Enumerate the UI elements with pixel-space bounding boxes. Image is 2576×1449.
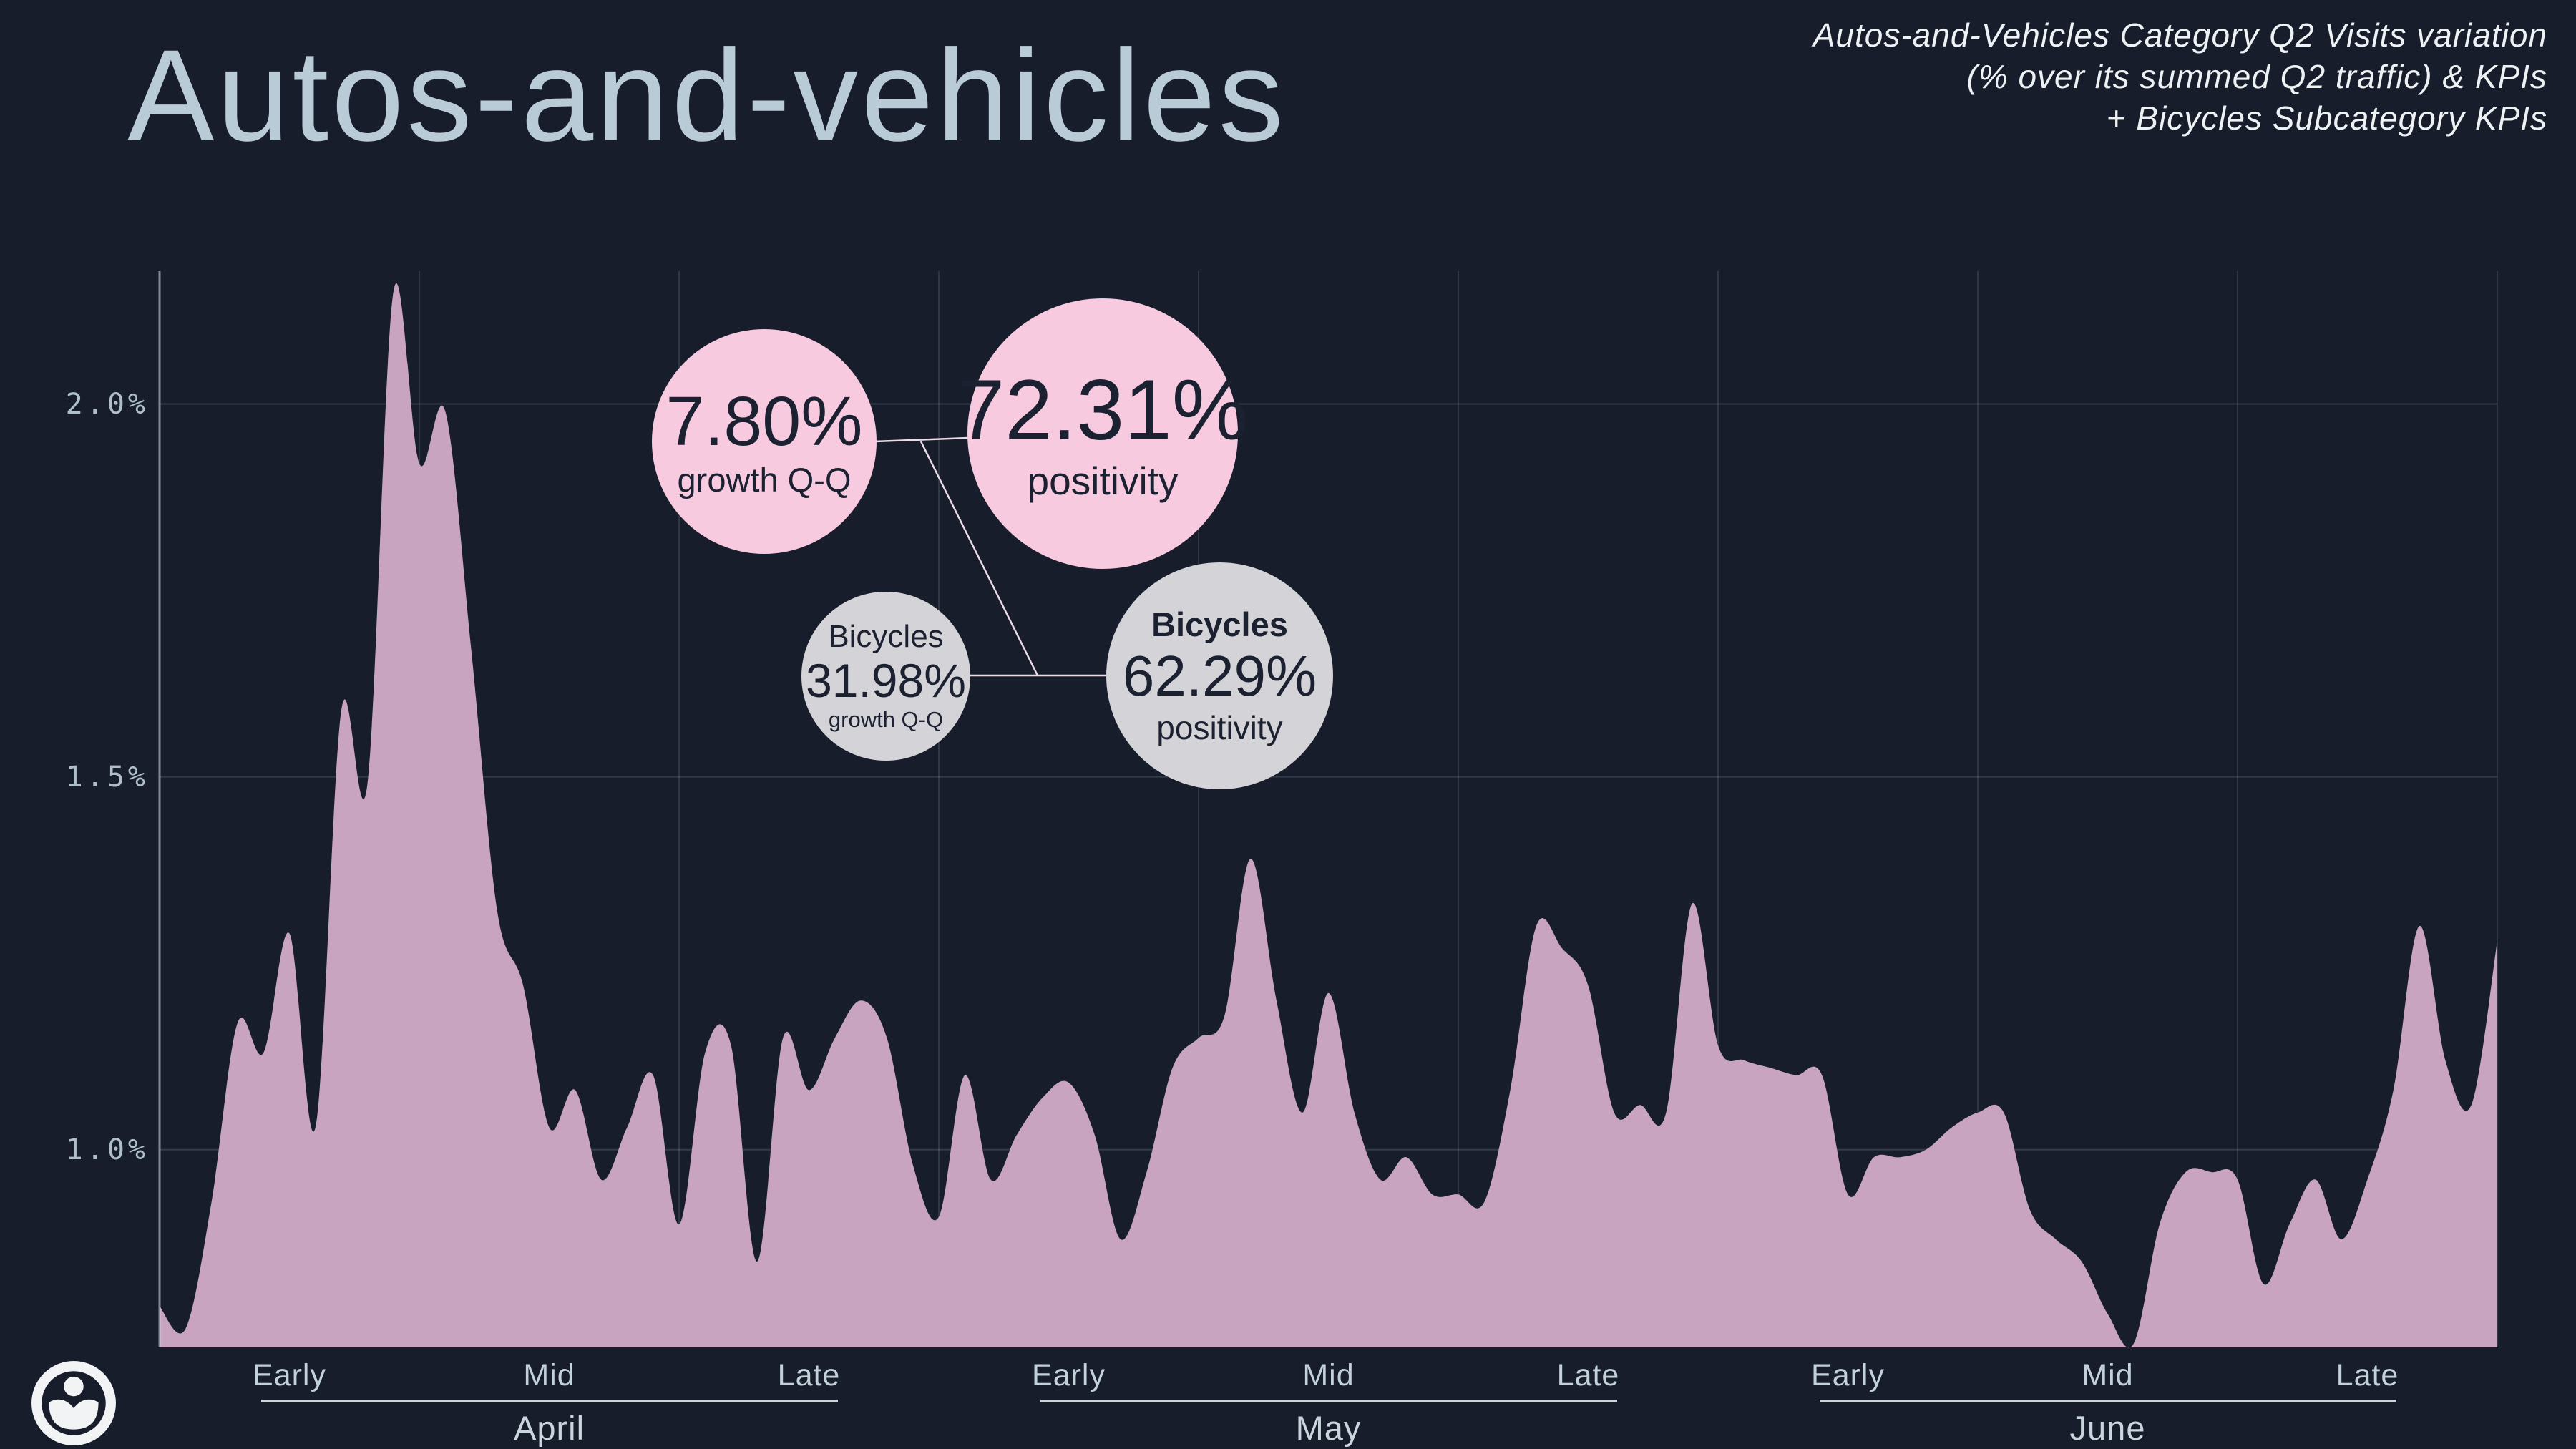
logo-dot-icon [64,1376,84,1397]
brand-logo [31,1361,116,1445]
kpi-bicycles-positivity-label: positivity [1156,709,1283,747]
subtitle-line-3: + Bicycles Subcategory KPIs [2106,99,2547,137]
kpi-category-positivity-bubble: 72.31% positivity [957,298,1249,569]
kpi-bicycles-growth-name: Bicycles [828,618,944,654]
x-tick-label-mid: Mid [1302,1358,1355,1392]
x-tick-label-early: Early [253,1358,326,1392]
kpi-bicycles-positivity-name: Bicycles [1151,605,1288,643]
month-label-april: April [513,1409,585,1447]
kpi-category-growth-value: 7.80% [665,382,863,461]
x-tick-label-late: Late [2336,1358,2399,1392]
kpi-bicycles-growth-label: growth Q-Q [828,707,944,733]
x-tick-label-early: Early [1032,1358,1106,1392]
subtitle-line-2: (% over its summed Q2 traffic) & KPIs [1966,58,2547,95]
x-tick-label-mid: Mid [2082,1358,2134,1392]
y-tick-label: 1.5% [65,760,149,794]
page-title: Autos-and-vehicles [127,22,1287,168]
kpi-bicycles-positivity-value: 62.29% [1122,644,1317,708]
kpi-bicycles-positivity-bubble: Bicycles 62.29% positivity [1106,562,1333,789]
kpi-category-positivity-label: positivity [1027,459,1179,504]
kpi-bicycles-growth-bubble: Bicycles 31.98% growth Q-Q [801,592,970,761]
kpi-category-positivity-value: 72.31% [957,362,1249,459]
traffic-area-series[interactable] [160,283,2497,1348]
kpi-connector-line [874,436,969,443]
kpi-connector-line [919,441,1039,676]
month-underline [260,1400,838,1402]
month-underline [1040,1400,1617,1402]
kpi-category-growth-label: growth Q-Q [677,461,852,499]
kpi-category-growth-bubble: 7.80% growth Q-Q [652,329,877,554]
x-tick-label-early: Early [1811,1358,1885,1392]
subtitle-line-1: Autos-and-Vehicles Category Q2 Visits va… [1813,16,2547,54]
month-underline [1819,1400,2396,1402]
month-label-june: June [2069,1409,2146,1447]
y-tick-label: 2.0% [65,387,149,421]
x-tick-label-late: Late [777,1358,841,1392]
x-tick-label-mid: Mid [523,1358,575,1392]
chart-subtitle: Autos-and-Vehicles Category Q2 Visits va… [1813,14,2547,139]
y-tick-label: 1.0% [65,1133,149,1166]
x-tick-label-late: Late [1556,1358,1620,1392]
kpi-bicycles-growth-value: 31.98% [806,654,966,708]
logo-ring-icon [31,1361,116,1445]
logo-petals-icon [49,1399,99,1430]
month-label-may: May [1295,1409,1362,1447]
